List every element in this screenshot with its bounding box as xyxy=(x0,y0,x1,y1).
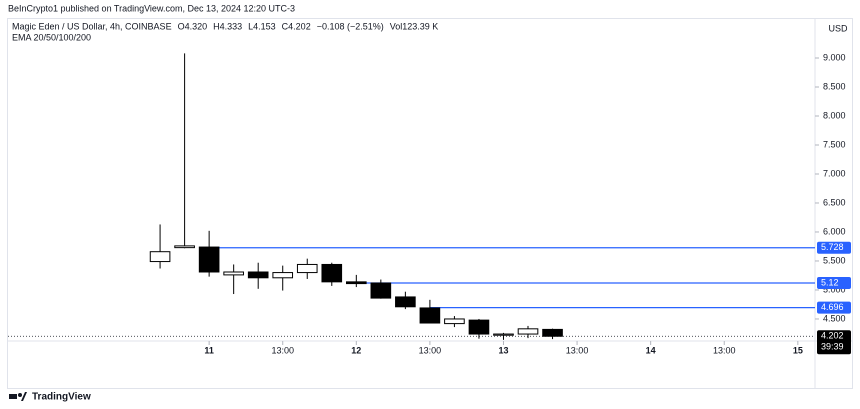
candle xyxy=(370,279,392,299)
candle xyxy=(272,265,294,291)
footer-brand: TradingView xyxy=(32,392,91,403)
candle-body xyxy=(247,271,269,279)
candle xyxy=(223,264,244,295)
y-tick-label: 6.500 xyxy=(823,197,846,207)
level-label: 5.728 xyxy=(821,242,844,252)
legend-item: C4.202 xyxy=(282,21,311,31)
legend-item: −0.108 (−2.51%) xyxy=(317,21,384,31)
x-tick-label: 11 xyxy=(204,345,214,355)
legend-item: Vol123.39 K xyxy=(390,21,439,31)
candle xyxy=(247,262,269,289)
legend-item: L4.153 xyxy=(248,21,276,31)
candle xyxy=(296,258,318,279)
candle-body xyxy=(517,328,539,335)
candle xyxy=(149,224,171,269)
level-label-bg xyxy=(817,301,851,314)
x-tick-label: 13 xyxy=(498,345,508,355)
x-tick-label: 13:00 xyxy=(566,345,589,355)
frame xyxy=(7,18,853,389)
candle-body xyxy=(395,296,416,308)
candle xyxy=(517,325,539,339)
legend-item: O4.320 xyxy=(178,21,208,31)
candle xyxy=(345,274,367,288)
candle-body xyxy=(370,282,392,299)
level-label-bg xyxy=(817,277,851,290)
candle-body xyxy=(345,281,367,285)
candle-body xyxy=(174,245,195,249)
candle-body xyxy=(444,318,465,325)
last-price-label: 4.202 xyxy=(821,331,844,341)
y-tick-label: 8.000 xyxy=(823,110,846,120)
x-tick-label: 13:00 xyxy=(419,345,442,355)
candle-body xyxy=(321,263,343,283)
candle xyxy=(444,316,465,328)
y-tick-label: 4.500 xyxy=(823,313,846,323)
candle-body xyxy=(542,328,563,337)
candle xyxy=(321,262,343,286)
x-tick-label: 13:00 xyxy=(271,345,294,355)
y-tick-label: 5.500 xyxy=(823,255,846,265)
y-tick-label: 5.000 xyxy=(823,284,846,294)
candle xyxy=(419,299,441,324)
candle xyxy=(174,53,195,249)
axis-unit: USD xyxy=(828,23,848,33)
logo xyxy=(9,392,27,401)
candle xyxy=(395,291,416,310)
y-tick-label: 7.000 xyxy=(823,168,846,178)
candle-body xyxy=(272,272,294,279)
candle-body xyxy=(468,319,490,335)
indicator: EMA 20/50/100/200 xyxy=(12,32,91,42)
x-tick-label: 14 xyxy=(646,345,656,355)
level-label: 5.12 xyxy=(821,277,839,287)
header: BeInCrypto1 published on TradingView.com… xyxy=(8,3,295,13)
candle-body xyxy=(198,246,220,273)
candle-body xyxy=(493,333,514,336)
candle xyxy=(542,328,563,340)
y-tick-label: 8.500 xyxy=(823,81,846,91)
x-tick-label: 13:00 xyxy=(713,345,736,355)
legend-item: Magic Eden / US Dollar, 4h, COINBASE xyxy=(12,21,172,31)
candle-body xyxy=(419,307,441,324)
level-label: 4.696 xyxy=(821,302,844,312)
candle-body xyxy=(149,251,171,263)
level-label-bg xyxy=(817,241,851,254)
y-tick-label: 6.000 xyxy=(823,226,846,236)
x-tick-label: 15 xyxy=(793,345,803,355)
candle xyxy=(493,332,514,340)
x-tick-label: 12 xyxy=(351,345,361,355)
candle xyxy=(468,318,490,339)
candle-body xyxy=(296,263,318,274)
y-tick-label: 9.000 xyxy=(823,52,846,62)
y-tick-label: 7.500 xyxy=(823,139,846,149)
candle xyxy=(198,230,220,277)
last-price-bg xyxy=(817,330,851,355)
candle-body xyxy=(223,271,244,276)
countdown: 39:39 xyxy=(821,342,844,352)
legend-item: H4.333 xyxy=(213,21,242,31)
